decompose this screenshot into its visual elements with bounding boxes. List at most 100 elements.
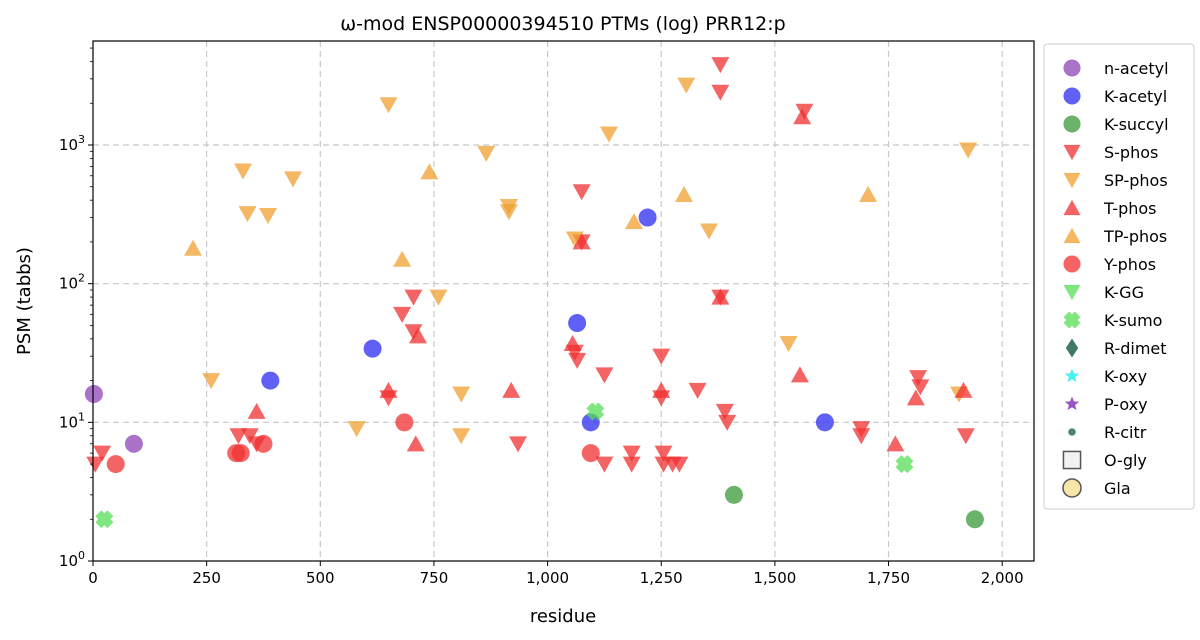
- point-s-phos: [622, 456, 641, 473]
- point-s-phos: [654, 445, 673, 462]
- point-t-phos: [572, 233, 591, 250]
- legend-frame: [1043, 43, 1195, 510]
- point-sp-phos: [499, 204, 518, 221]
- point-y-phos: [254, 434, 273, 453]
- y-axis-label: PSM (tabbs): [14, 247, 35, 355]
- x-tick-label: 1,250: [640, 569, 683, 587]
- point-s-phos: [595, 367, 614, 384]
- point-s-phos: [229, 428, 248, 445]
- point-tp-phos: [420, 163, 439, 180]
- point-t-phos: [502, 381, 521, 398]
- point-sp-phos: [699, 223, 718, 240]
- point-s-phos: [956, 428, 975, 445]
- x-tick-label: 2,000: [981, 569, 1024, 587]
- point-n-acetyl: [84, 385, 103, 404]
- y-tick-label: 101: [59, 410, 85, 431]
- point-t-phos: [793, 108, 812, 125]
- legend-label-r-dimet: R-dimet: [1104, 339, 1167, 358]
- point-s-phos: [711, 84, 730, 101]
- legend-marker-k-oxy: [1064, 368, 1080, 383]
- point-sp-phos: [238, 206, 257, 223]
- legend-marker-sp-phos: [1063, 172, 1081, 189]
- legend-label-gla: Gla: [1104, 479, 1131, 498]
- x-tick-label: 750: [420, 569, 449, 587]
- point-y-phos: [395, 413, 414, 432]
- legend-marker-y-phos: [1063, 255, 1081, 273]
- point-k-sumo: [586, 402, 605, 421]
- data-points: [84, 57, 984, 529]
- legend-label-tp-phos: TP-phos: [1103, 227, 1167, 246]
- point-sp-phos: [959, 142, 978, 159]
- legend-label-o-gly: O-gly: [1104, 451, 1147, 470]
- x-tick-label: 1,000: [526, 569, 569, 587]
- legend-marker-k-succyl: [1063, 115, 1081, 133]
- point-tp-phos: [674, 185, 693, 202]
- point-sp-phos: [452, 428, 471, 445]
- point-s-phos: [715, 403, 734, 420]
- legend-marker-tp-phos: [1063, 227, 1081, 244]
- point-sp-phos: [347, 421, 366, 438]
- point-s-phos: [711, 57, 730, 74]
- x-tick-label: 0: [88, 569, 98, 587]
- point-tp-phos: [184, 239, 203, 256]
- legend-label-k-acetyl: K-acetyl: [1104, 87, 1167, 106]
- point-t-phos: [906, 389, 925, 406]
- point-y-phos: [106, 455, 125, 474]
- point-s-phos: [688, 382, 707, 399]
- point-s-phos: [93, 445, 112, 462]
- legend-label-k-succyl: K-succyl: [1104, 115, 1169, 134]
- point-t-phos: [652, 381, 671, 398]
- legend-marker-o-gly: [1062, 450, 1082, 470]
- point-s-phos: [86, 456, 105, 473]
- legend-marker-k-gg: [1063, 284, 1081, 301]
- point-tp-phos: [624, 213, 643, 230]
- point-y-phos: [581, 444, 600, 463]
- point-sp-phos: [599, 126, 618, 143]
- point-n-acetyl: [124, 434, 143, 453]
- x-tick-label: 1,500: [753, 569, 796, 587]
- point-s-phos: [240, 428, 259, 445]
- legend-label-p-oxy: P-oxy: [1104, 395, 1148, 414]
- y-tick-label: 100: [59, 549, 85, 570]
- legend-marker-k-sumo: [1063, 311, 1081, 329]
- point-k-succyl: [724, 485, 743, 504]
- point-sp-phos: [452, 386, 471, 403]
- point-y-phos: [231, 444, 250, 463]
- point-t-phos: [790, 366, 809, 383]
- plot-area-frame: [92, 40, 1035, 562]
- point-sp-phos: [477, 145, 496, 162]
- point-sp-phos: [234, 163, 253, 180]
- point-s-phos: [670, 456, 689, 473]
- legend-label-t-phos: T-phos: [1103, 199, 1157, 218]
- x-axis-label: residue: [530, 606, 596, 627]
- point-t-phos: [247, 402, 266, 419]
- legend-marker-r-citr: [1068, 428, 1076, 436]
- point-s-phos: [509, 436, 528, 453]
- legend-marker-k-acetyl: [1063, 87, 1081, 105]
- legend-marker-t-phos: [1063, 199, 1081, 216]
- legend: n-acetyl K-acetyl K-succyl S-phos SP-phos T-p…: [1043, 43, 1195, 510]
- point-t-phos: [954, 381, 973, 398]
- point-k-acetyl: [581, 413, 600, 432]
- point-sp-phos: [284, 171, 303, 188]
- point-k-acetyl: [815, 413, 834, 432]
- point-sp-phos: [259, 208, 278, 225]
- chart-title: ω-mod ENSP00000394510 PTMs (log) PRR12:p: [340, 13, 785, 35]
- grid: [93, 41, 1034, 561]
- point-k-sumo: [895, 455, 914, 474]
- y-tick-label: 103: [59, 133, 85, 154]
- x-tick-label: 500: [306, 569, 335, 587]
- y-tick-label: 102: [59, 272, 85, 293]
- point-k-acetyl: [363, 339, 382, 358]
- point-sp-phos: [779, 336, 798, 353]
- point-s-phos: [404, 289, 423, 306]
- legend-label-s-phos: S-phos: [1104, 143, 1158, 162]
- point-k-acetyl: [261, 371, 280, 390]
- legend-marker-r-dimet: [1065, 338, 1079, 358]
- point-t-phos: [563, 335, 582, 352]
- legend-marker-n-acetyl: [1063, 59, 1081, 77]
- point-k-succyl: [965, 510, 984, 529]
- legend-marker-p-oxy: [1064, 396, 1080, 411]
- legend-label-k-oxy: K-oxy: [1104, 367, 1147, 386]
